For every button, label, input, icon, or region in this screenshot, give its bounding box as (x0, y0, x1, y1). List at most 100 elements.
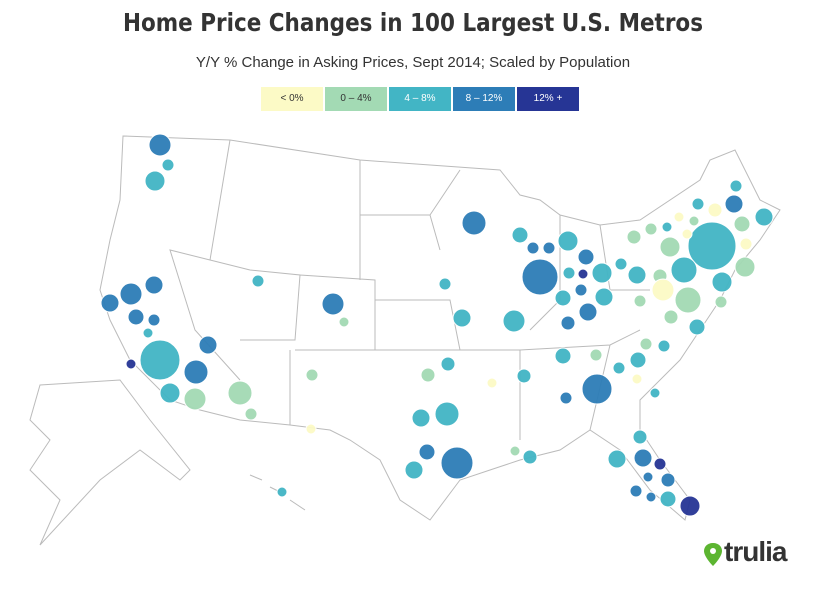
legend: < 0% 0 – 4% 4 – 8% 8 – 12% 12% + (261, 87, 581, 111)
metro-bubble (627, 265, 647, 285)
metro-bubble (688, 318, 706, 336)
metro-bubble (687, 221, 737, 271)
metro-bubble (244, 407, 258, 421)
metro-bubble (574, 283, 588, 297)
metro-bubble (554, 347, 572, 365)
legend-item: < 0% (261, 87, 323, 111)
metro-bubble (645, 491, 657, 503)
metro-bubble (434, 401, 460, 427)
metro-bubble (711, 271, 733, 293)
legend-item: 12% + (517, 87, 579, 111)
legend-item: 8 – 12% (453, 87, 515, 111)
metro-bubble (526, 241, 540, 255)
metro-bubble (653, 457, 667, 471)
metro-bubble (147, 313, 161, 327)
metro-bubble (251, 274, 265, 288)
metro-bubble (511, 226, 529, 244)
metro-bubble (681, 228, 693, 240)
metro-bubble (183, 359, 209, 385)
logo: trulia (724, 536, 787, 567)
metro-bubble (148, 133, 172, 157)
metro-bubble (305, 423, 317, 435)
metro-bubble (509, 445, 521, 457)
metro-bubble (144, 170, 166, 192)
metro-bubble (161, 158, 175, 172)
metro-bubble (418, 443, 436, 461)
metro-bubble (633, 448, 653, 468)
metro-bubble (644, 222, 658, 236)
metro-bubble (139, 339, 181, 381)
metro-bubble (125, 358, 137, 370)
metro-bubble (729, 179, 743, 193)
metro-bubble (144, 275, 164, 295)
metro-bubble (461, 210, 487, 236)
metro-bubble (724, 194, 744, 214)
logo-pin (704, 543, 722, 566)
metro-bubble (614, 257, 628, 271)
metro-bubble (632, 429, 648, 445)
metro-bubble (305, 368, 319, 382)
metro-bubble (119, 282, 143, 306)
metro-bubble (589, 348, 603, 362)
metro-bubble (649, 387, 661, 399)
metro-bubble (521, 258, 559, 296)
metro-bubble (679, 495, 701, 517)
metro-bubble (688, 215, 700, 227)
metro-bubble (691, 197, 705, 211)
metro-bubble (183, 387, 207, 411)
metro-bubble (674, 286, 702, 314)
metro-bubble (577, 268, 589, 280)
metro-bubble (577, 248, 595, 266)
metro-bubble (560, 315, 576, 331)
metro-bubble (629, 484, 643, 498)
metro-bubble (338, 316, 350, 328)
metro-bubble (714, 295, 728, 309)
metro-bubble (452, 308, 472, 328)
metro-bubble (420, 367, 436, 383)
metro-bubble (438, 277, 452, 291)
metro-bubble (522, 449, 538, 465)
metro-bubble (159, 382, 181, 404)
legend-item: 4 – 8% (389, 87, 451, 111)
metro-bubble (659, 236, 681, 258)
metro-bubble (661, 221, 673, 233)
metro-bubble (554, 289, 572, 307)
metro-bubble (734, 256, 756, 278)
metro-bubble (633, 294, 647, 308)
metro-bubble (591, 262, 613, 284)
metro-bubble (670, 256, 698, 284)
metro-bubble (142, 327, 154, 339)
metro-bubble (581, 373, 613, 405)
metro-bubble (516, 368, 532, 384)
logo-pin-hole (710, 548, 716, 554)
metro-bubble (559, 391, 573, 405)
metro-bubble (557, 230, 579, 252)
metro-bubble (754, 207, 774, 227)
metro-bubble (486, 377, 498, 389)
metro-bubble (626, 229, 642, 245)
metro-bubble (663, 309, 679, 325)
metro-bubble (651, 278, 675, 302)
metro-bubble (657, 339, 671, 353)
metro-bubble (440, 446, 474, 480)
metro-bubble (321, 292, 345, 316)
metro-bubble (578, 302, 598, 322)
metro-bubble (612, 361, 626, 375)
metro-bubble (198, 335, 218, 355)
metro-bubble (411, 408, 431, 428)
metro-bubble (660, 472, 676, 488)
metro-bubble (739, 237, 753, 251)
metro-bubble (733, 215, 751, 233)
metro-bubble (707, 202, 723, 218)
title: Home Price Changes in 100 Largest U.S. M… (123, 8, 703, 37)
metro-bubble (404, 460, 424, 480)
metro-bubble (594, 287, 614, 307)
metro-bubble (639, 337, 653, 351)
metro-bubble (502, 309, 526, 333)
metro-bubble (629, 351, 647, 369)
metro-bubble (276, 486, 288, 498)
metro-bubble (127, 308, 145, 326)
metro-bubble (542, 241, 556, 255)
